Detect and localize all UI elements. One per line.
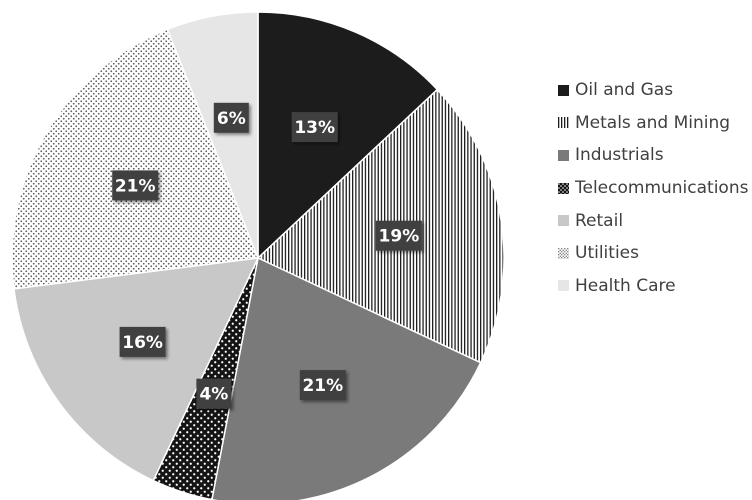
data-label-box: [196, 378, 232, 409]
data-label-text: 4%: [199, 385, 228, 405]
data-label-text: 21%: [115, 176, 156, 196]
pie-slice-health-care: [166, 11, 259, 259]
legend-item-health-care: Health Care: [558, 270, 748, 303]
legend-item-oil-and-gas: Oil and Gas: [558, 74, 748, 107]
legend-swatch: [558, 84, 569, 96]
data-label-industrials: 21%: [299, 370, 346, 401]
legend-swatch: [558, 182, 569, 194]
data-label-text: 19%: [379, 227, 420, 247]
legend-label: Utilities: [575, 243, 639, 264]
legend-swatch: [558, 149, 569, 161]
pie-slice-utilities: [11, 28, 260, 290]
pie-slice-oil-and-gas: [257, 11, 439, 260]
legend-label: Industrials: [575, 145, 664, 166]
legend-label: Retail: [575, 210, 624, 231]
data-label-box: [213, 102, 249, 133]
legend-label: Oil and Gas: [575, 80, 674, 101]
legend-swatch: [558, 247, 569, 259]
data-label-text: 16%: [122, 333, 163, 353]
data-label-retail: 16%: [119, 326, 166, 357]
legend-item-retail: Retail: [558, 204, 748, 237]
data-label-box: [112, 170, 159, 201]
legend-label: Metals and Mining: [575, 112, 731, 133]
legend: Oil and Gas Metals and Mining Industrials T…: [558, 74, 748, 302]
data-label-text: 13%: [294, 118, 335, 138]
legend-swatch: [558, 117, 569, 129]
legend-swatch: [558, 215, 569, 227]
legend-item-utilities: Utilities: [558, 237, 748, 270]
data-label-health-care: 6%: [213, 102, 249, 133]
pie-slice-retail: [13, 257, 260, 482]
legend-item-metals-and-mining: Metals and Mining: [558, 107, 748, 140]
data-label-metals-and-mining: 19%: [375, 220, 422, 251]
data-label-box: [375, 220, 422, 251]
legend-item-industrials: Industrials: [558, 139, 748, 172]
data-label-utilities: 21%: [112, 170, 159, 201]
data-label-box: [291, 112, 338, 143]
data-label-box: [119, 326, 166, 357]
data-label-telecommunications: 4%: [196, 378, 232, 409]
data-label-text: 21%: [302, 376, 343, 396]
legend-label: Telecommunications: [575, 178, 749, 199]
data-label-box: [299, 370, 346, 401]
data-label-text: 6%: [217, 109, 246, 129]
pie-slice-industrials: [211, 256, 482, 500]
legend-swatch: [558, 280, 569, 292]
legend-label: Health Care: [575, 275, 676, 296]
data-label-oil-and-gas: 13%: [291, 112, 338, 143]
legend-item-telecommunications: Telecommunications: [558, 172, 748, 205]
